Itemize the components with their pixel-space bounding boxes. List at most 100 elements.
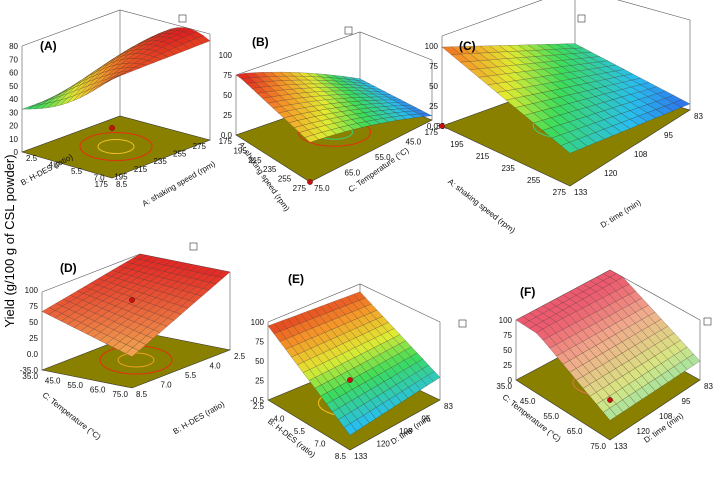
z-tick-label: 30 bbox=[9, 108, 18, 117]
surface-cell bbox=[343, 423, 357, 436]
x-tick-label: 4.0 bbox=[273, 415, 285, 424]
panel-label: (F) bbox=[520, 285, 535, 299]
z-tick-label: 0.0 bbox=[427, 122, 439, 131]
x-tick-label: 195 bbox=[450, 140, 464, 149]
z-tick-label: 0.0 bbox=[27, 350, 39, 359]
floor-plane bbox=[40, 331, 232, 389]
z-tick-label: 0 bbox=[508, 376, 513, 385]
surface-mesh bbox=[41, 253, 231, 358]
x-tick-label: 175 bbox=[95, 180, 109, 189]
x-tick-label: 275 bbox=[293, 184, 307, 193]
surface-panel: 0.0 25 50 75 100 175 195 215 235 255 275 133 120 108 9… bbox=[425, 0, 703, 235]
surface-mesh bbox=[515, 269, 701, 421]
x-tick-label: 45.0 bbox=[520, 397, 536, 406]
y-tick-label: 120 bbox=[377, 440, 391, 449]
y-tick-label: 120 bbox=[637, 427, 651, 436]
y-tick-label: 108 bbox=[399, 427, 413, 436]
x-tick-label: 65.0 bbox=[90, 386, 106, 395]
panel-label: (B) bbox=[252, 35, 269, 49]
panels-group: 0 10 20 30 40 50 60 70 80 175 195 215 235 255 275 2.5 4.… bbox=[9, 0, 713, 461]
surface-mesh bbox=[441, 43, 691, 154]
y-tick-label: 95 bbox=[422, 415, 431, 424]
x-tick-label: 235 bbox=[501, 164, 515, 173]
box-frame bbox=[441, 0, 691, 126]
y-tick-label: 8.5 bbox=[136, 390, 148, 399]
z-tick-label: 70 bbox=[9, 55, 18, 64]
z-tick-label: 75 bbox=[29, 302, 38, 311]
x-tick-label: 55.0 bbox=[67, 381, 83, 390]
panel-label: (E) bbox=[288, 272, 304, 286]
y-tick-label: 95 bbox=[664, 131, 673, 140]
y-tick-label: 5.5 bbox=[185, 371, 197, 380]
z-tick-label: 50 bbox=[223, 91, 232, 100]
y-tick-label: 55.0 bbox=[375, 153, 391, 162]
y-tick-label: 83 bbox=[444, 402, 453, 411]
z-tick-label: 100 bbox=[219, 51, 233, 60]
z-tick-label: 100 bbox=[25, 286, 39, 295]
y-tick-label: 83 bbox=[694, 112, 703, 121]
corner-marker-icon bbox=[458, 319, 467, 328]
x-tick-label: 65.0 bbox=[567, 427, 583, 436]
design-point-marker bbox=[439, 123, 445, 129]
y-axis-label-factor: B: H-DES (ratio) bbox=[171, 399, 226, 436]
z-tick-label: 50 bbox=[503, 346, 512, 355]
box-frame bbox=[235, 31, 433, 135]
design-point-marker bbox=[307, 179, 313, 185]
corner-marker-icon bbox=[189, 242, 198, 251]
y-axis-label-factor: D: time (min) bbox=[599, 198, 643, 230]
surface-cell bbox=[304, 134, 320, 143]
x-tick-label: 45.0 bbox=[45, 377, 61, 386]
x-tick-label: 75.0 bbox=[590, 442, 606, 451]
surface-cell bbox=[105, 76, 120, 84]
x-tick-label: 235 bbox=[153, 157, 167, 166]
y-tick-label: 8.5 bbox=[116, 180, 128, 189]
surface-cell bbox=[560, 142, 579, 154]
z-tick-label: 25 bbox=[429, 102, 438, 111]
design-point-marker bbox=[109, 125, 115, 131]
y-tick-label: 133 bbox=[354, 452, 368, 461]
x-tick-label: 5.5 bbox=[294, 427, 306, 436]
z-tick-label: 10 bbox=[9, 135, 18, 144]
y-tick-label: 108 bbox=[634, 150, 648, 159]
z-tick-label: 25 bbox=[29, 334, 38, 343]
z-tick-label: 20 bbox=[9, 122, 18, 131]
z-tick-label: 80 bbox=[9, 42, 18, 51]
z-tick-label: 40 bbox=[9, 95, 18, 104]
x-tick-label: 8.5 bbox=[335, 452, 347, 461]
y-tick-label: 83 bbox=[704, 382, 713, 391]
surface-mesh bbox=[235, 71, 433, 143]
surface-mesh bbox=[267, 291, 441, 436]
z-tick-label: 50 bbox=[9, 82, 18, 91]
x-tick-label: 215 bbox=[248, 156, 262, 165]
z-tick-label: 100 bbox=[251, 318, 265, 327]
x-tick-label: 175 bbox=[425, 128, 439, 137]
corner-marker-icon bbox=[178, 14, 187, 23]
surface-cell bbox=[603, 407, 617, 421]
panel-label: (D) bbox=[60, 261, 77, 275]
surface-mesh bbox=[21, 27, 211, 110]
design-point-marker bbox=[129, 297, 135, 303]
corner-marker-icon bbox=[577, 14, 586, 23]
z-tick-label: 100 bbox=[499, 316, 513, 325]
z-tick-label: 0.0 bbox=[221, 131, 233, 140]
x-tick-label: 2.5 bbox=[253, 402, 265, 411]
y-tick-label: 133 bbox=[574, 188, 588, 197]
panel-label: (A) bbox=[40, 39, 57, 53]
y-tick-label: 4.0 bbox=[210, 362, 222, 371]
x-tick-label: 215 bbox=[476, 152, 490, 161]
y-tick-label: 4.0 bbox=[49, 161, 61, 170]
z-tick-label: 25 bbox=[223, 111, 232, 120]
y-tick-label: 5.5 bbox=[71, 167, 83, 176]
design-point-marker bbox=[347, 377, 353, 383]
z-tick-label: 100 bbox=[425, 42, 439, 51]
z-tick-label: 60 bbox=[9, 69, 18, 78]
x-tick-label: 35.0 bbox=[496, 382, 512, 391]
y-tick-label: 7.0 bbox=[94, 174, 106, 183]
y-tick-label: 95 bbox=[682, 397, 691, 406]
z-tick-label: 75 bbox=[503, 331, 512, 340]
x-tick-label: 175 bbox=[219, 137, 233, 146]
z-tick-label: 50 bbox=[255, 357, 264, 366]
z-tick-label: -0.5 bbox=[250, 396, 264, 405]
x-tick-label: 255 bbox=[527, 176, 541, 185]
